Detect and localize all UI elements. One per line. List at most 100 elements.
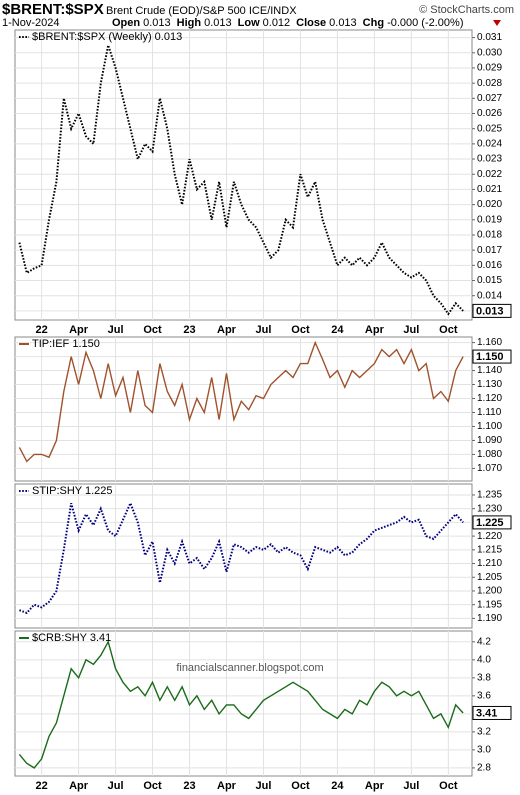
x-tick-label: Apr bbox=[365, 780, 385, 792]
x-tick-label: Oct bbox=[439, 324, 458, 336]
y-tick-label: 0.024 bbox=[477, 139, 502, 150]
y-tick-label: 4.2 bbox=[477, 636, 491, 647]
y-tick-label: 1.195 bbox=[477, 599, 502, 610]
series-line bbox=[18, 340, 464, 463]
symbol: $BRENT:$SPX bbox=[2, 1, 104, 18]
date: 1-Nov-2024 bbox=[2, 17, 59, 29]
quote-label: High bbox=[177, 17, 202, 29]
last-value-box bbox=[472, 515, 512, 530]
x-tick-label: Apr bbox=[365, 324, 385, 336]
y-tick-label: 1.210 bbox=[477, 558, 502, 569]
y-tick-label: 0.027 bbox=[477, 93, 502, 104]
y-tick-label: 1.160 bbox=[477, 337, 502, 348]
x-tick-label: 22 bbox=[35, 780, 47, 792]
y-tick-label: 1.110 bbox=[477, 407, 502, 418]
y-tick-label: 1.200 bbox=[477, 586, 502, 597]
y-tick-label: 1.190 bbox=[477, 613, 502, 624]
legend-label: $CRB:SHY 3.41 bbox=[32, 632, 111, 644]
y-tick-label: 0.020 bbox=[477, 199, 502, 210]
y-tick-label: 3.2 bbox=[477, 727, 491, 738]
x-tick-label: 23 bbox=[183, 780, 195, 792]
last-value-box bbox=[472, 705, 512, 720]
down-arrow bbox=[493, 20, 501, 26]
y-tick-label: 1.205 bbox=[477, 572, 502, 583]
quote-value: 0.013 bbox=[204, 17, 232, 29]
y-tick-label: 0.026 bbox=[477, 108, 502, 119]
description: Brent Crude (EOD)/S&P 500 ICE/INDX bbox=[106, 5, 297, 17]
y-tick-label: 1.100 bbox=[477, 421, 502, 432]
y-tick-label: 1.080 bbox=[477, 449, 502, 460]
legend-label: $BRENT:$SPX (Weekly) 0.013 bbox=[32, 31, 182, 43]
quote-label: Low bbox=[238, 17, 260, 29]
y-tick-label: 0.018 bbox=[477, 230, 502, 241]
y-tick-label: 0.030 bbox=[477, 47, 502, 58]
y-tick-label: 0.021 bbox=[477, 184, 502, 195]
panel-frame bbox=[14, 630, 473, 777]
x-tick-label: Apr bbox=[217, 780, 237, 792]
y-tick-label: 0.015 bbox=[477, 275, 502, 286]
y-tick-label: 1.070 bbox=[477, 463, 502, 474]
y-tick-label: 1.130 bbox=[477, 379, 502, 390]
last-value-label: 3.41 bbox=[476, 707, 497, 719]
panel-frame bbox=[14, 29, 473, 321]
x-tick-label: Jul bbox=[256, 780, 272, 792]
last-value-box bbox=[472, 349, 512, 364]
y-tick-label: 1.230 bbox=[477, 503, 502, 514]
y-tick-label: 1.120 bbox=[477, 393, 502, 404]
y-tick-label: 0.028 bbox=[477, 78, 502, 89]
copyright: © StockCharts.com bbox=[419, 4, 514, 16]
y-tick-label: 3.0 bbox=[477, 745, 491, 756]
y-tick-label: 0.019 bbox=[477, 214, 502, 225]
quote-value: 0.013 bbox=[143, 17, 171, 29]
y-tick-label: 0.031 bbox=[477, 32, 502, 43]
y-tick-label: 1.220 bbox=[477, 531, 502, 542]
x-tick-label: 22 bbox=[35, 324, 47, 336]
y-tick-label: 1.140 bbox=[477, 365, 502, 376]
series-line bbox=[18, 639, 464, 769]
series-line bbox=[18, 41, 464, 316]
x-tick-label: Apr bbox=[217, 324, 237, 336]
panel-frame bbox=[14, 483, 473, 629]
x-tick-label: Jul bbox=[256, 324, 272, 336]
y-tick-label: 1.215 bbox=[477, 544, 502, 555]
x-tick-label: Jul bbox=[403, 324, 419, 336]
y-tick-label: 1.090 bbox=[477, 435, 502, 446]
quote-label: Close bbox=[296, 17, 326, 29]
x-tick-label: Jul bbox=[108, 780, 124, 792]
panel-frame bbox=[14, 336, 473, 482]
quote-value: 0.013 bbox=[329, 17, 357, 29]
legend-label: STIP:SHY 1.225 bbox=[32, 485, 113, 497]
x-tick-label: Apr bbox=[69, 780, 89, 792]
quote-label: Chg bbox=[363, 17, 384, 29]
y-tick-label: 0.029 bbox=[477, 63, 502, 74]
y-tick-label: 0.016 bbox=[477, 260, 502, 271]
last-value-label: 0.013 bbox=[476, 305, 504, 317]
y-tick-label: 3.8 bbox=[477, 672, 491, 683]
y-tick-label: 0.025 bbox=[477, 123, 502, 134]
y-tick-label: 4.0 bbox=[477, 654, 491, 665]
last-value-label: 1.225 bbox=[476, 517, 504, 529]
x-tick-label: Jul bbox=[108, 324, 124, 336]
quote-label: Open bbox=[112, 17, 140, 29]
y-tick-label: 1.235 bbox=[477, 490, 502, 501]
last-value-label: 1.150 bbox=[476, 351, 504, 363]
x-tick-label: Oct bbox=[143, 324, 162, 336]
x-tick-label: 24 bbox=[331, 780, 344, 792]
quote: Open 0.013 High 0.013 Low 0.012 Close 0.013 Chg -… bbox=[112, 17, 464, 29]
y-tick-label: 3.6 bbox=[477, 690, 491, 701]
x-tick-label: 24 bbox=[331, 324, 344, 336]
x-tick-label: Oct bbox=[291, 780, 310, 792]
y-tick-label: 0.022 bbox=[477, 169, 502, 180]
quote-value: -0.000 (-2.00%) bbox=[387, 17, 463, 29]
y-tick-label: 0.023 bbox=[477, 154, 502, 165]
y-tick-label: 0.017 bbox=[477, 245, 502, 256]
x-tick-label: Oct bbox=[291, 324, 310, 336]
x-tick-label: Oct bbox=[439, 780, 458, 792]
last-value-box bbox=[472, 303, 512, 318]
y-tick-label: 2.8 bbox=[477, 763, 491, 774]
x-tick-label: Oct bbox=[143, 780, 162, 792]
quote-value: 0.012 bbox=[263, 17, 291, 29]
series-line bbox=[19, 500, 464, 615]
watermark: financialscanner.blogspot.com bbox=[176, 662, 323, 674]
